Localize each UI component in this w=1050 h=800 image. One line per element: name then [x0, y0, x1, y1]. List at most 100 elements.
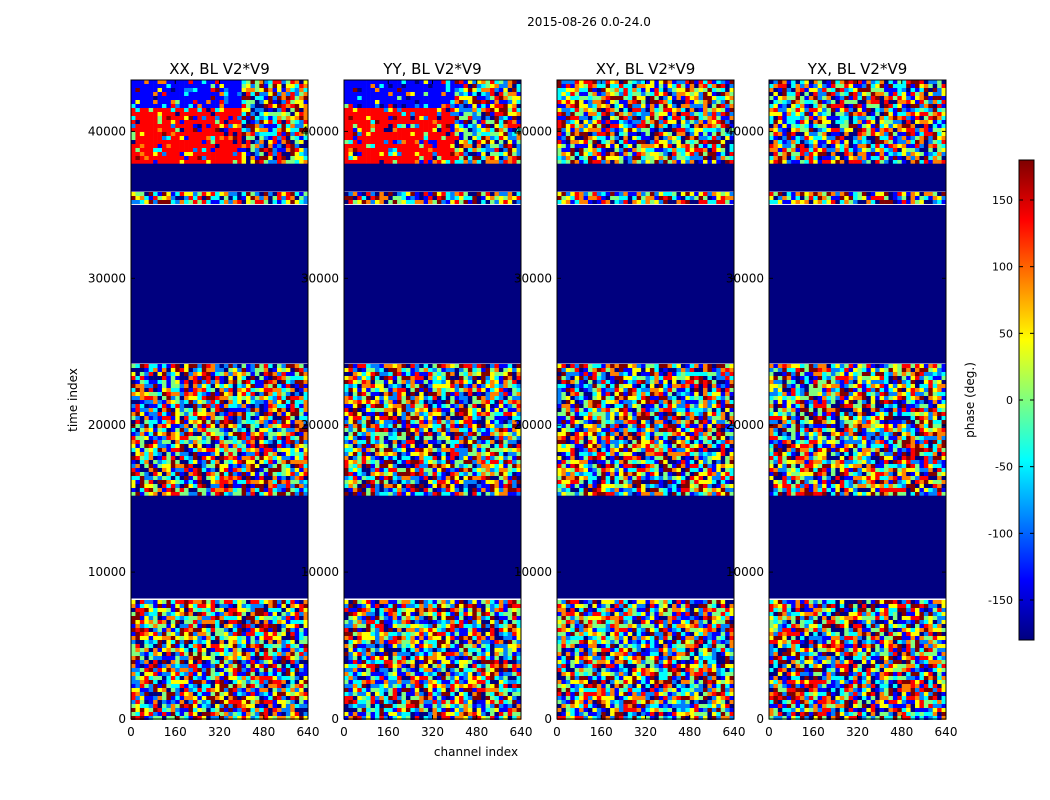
heatmap-cell	[397, 408, 402, 412]
heatmap-cell	[299, 408, 304, 412]
heatmap-cell	[175, 440, 180, 444]
heatmap-cell	[290, 656, 296, 660]
heatmap-cell	[232, 152, 238, 156]
heatmap-cell	[148, 156, 154, 160]
heatmap-cell	[219, 444, 225, 448]
heatmap-cell	[401, 144, 407, 148]
heatmap-cell	[170, 628, 176, 632]
heatmap-cell	[139, 636, 145, 640]
heatmap-cell	[170, 364, 176, 368]
heatmap-cell	[170, 136, 176, 140]
heatmap-cell	[184, 372, 189, 376]
heatmap-cell	[144, 700, 149, 704]
heatmap-cell	[210, 660, 216, 664]
heatmap-cell	[285, 480, 291, 484]
heatmap-cell	[197, 700, 203, 704]
heatmap-cell	[201, 144, 207, 148]
heatmap-cell	[232, 196, 238, 200]
heatmap-cell	[463, 84, 469, 88]
heatmap-cell	[485, 96, 491, 100]
heatmap-cell	[166, 392, 172, 396]
heatmap-cell	[166, 88, 172, 92]
heatmap-cell	[388, 412, 393, 416]
heatmap-cell	[490, 412, 495, 416]
heatmap-cell	[237, 712, 242, 716]
heatmap-cell	[201, 652, 207, 656]
heatmap-cell	[481, 396, 486, 400]
heatmap-cell	[419, 412, 424, 416]
heatmap-cell	[170, 408, 176, 412]
heatmap-cell	[290, 92, 296, 96]
heatmap-cell	[254, 676, 260, 680]
heatmap-cell	[277, 656, 282, 660]
heatmap-cell	[268, 384, 273, 388]
heatmap-cell	[144, 120, 149, 124]
heatmap-cell	[223, 440, 229, 444]
heatmap-cell	[445, 372, 451, 376]
heatmap-cell	[175, 448, 180, 452]
heatmap-cell	[210, 484, 216, 488]
heatmap-cell	[436, 96, 442, 100]
heatmap-cell	[246, 480, 251, 484]
heatmap-cell	[201, 124, 207, 128]
x-tick-label: 480	[252, 725, 275, 739]
heatmap-cell	[206, 668, 211, 672]
heatmap-cell	[463, 100, 469, 104]
heatmap-cell	[294, 100, 300, 104]
heatmap-cell	[405, 388, 411, 392]
heatmap-cell	[184, 80, 189, 84]
heatmap-cell	[215, 704, 220, 708]
heatmap-cell	[303, 88, 309, 92]
heatmap-cell	[414, 160, 420, 164]
heatmap-cell	[419, 396, 424, 400]
heatmap-cell	[148, 484, 154, 488]
heatmap-cell	[467, 144, 473, 148]
heatmap-cell	[374, 412, 380, 416]
heatmap-cell	[259, 396, 265, 400]
heatmap-cell	[392, 412, 398, 416]
heatmap-cell	[223, 160, 229, 164]
heatmap-cell	[184, 428, 189, 432]
heatmap-cell	[161, 112, 167, 116]
heatmap-cell	[228, 660, 234, 664]
heatmap-cell	[281, 484, 287, 488]
heatmap-cell	[206, 116, 211, 120]
heatmap-cell	[428, 80, 433, 84]
heatmap-cell	[441, 144, 447, 148]
heatmap-cell	[197, 112, 203, 116]
heatmap-cell	[348, 144, 354, 148]
heatmap-cell	[281, 624, 287, 628]
panels: XX, BL V2*V90 160 320 480 640010000200003000…	[88, 60, 958, 739]
heatmap-cell	[414, 148, 420, 152]
heatmap-cell	[290, 368, 296, 372]
heatmap-cell	[166, 108, 172, 112]
heatmap-cell	[170, 120, 176, 124]
heatmap-cell	[192, 648, 198, 652]
heatmap-cell	[131, 88, 136, 92]
heatmap-cell	[272, 632, 278, 636]
heatmap-cell	[290, 160, 296, 164]
heatmap-cell	[281, 136, 287, 140]
heatmap-cell	[485, 160, 491, 164]
heatmap-cell	[445, 140, 451, 144]
heatmap-cell	[259, 420, 265, 424]
heatmap-cell	[135, 124, 141, 128]
heatmap-cell	[237, 120, 242, 124]
heatmap-cell	[254, 700, 260, 704]
heatmap-cell	[379, 120, 385, 124]
heatmap-cell	[170, 404, 176, 408]
heatmap-cell	[201, 416, 207, 420]
heatmap-cell	[432, 400, 438, 404]
heatmap-cell	[268, 432, 273, 436]
heatmap-cell	[344, 88, 349, 92]
heatmap-cell	[281, 396, 287, 400]
heatmap-cell	[184, 436, 189, 440]
heatmap-cell	[139, 668, 145, 672]
heatmap-cell	[379, 100, 385, 104]
heatmap-cell	[285, 664, 291, 668]
heatmap-cell	[263, 136, 269, 140]
heatmap-cell	[148, 492, 154, 496]
heatmap-cell	[210, 684, 216, 688]
heatmap-cell	[153, 408, 158, 412]
heatmap-cell	[490, 160, 495, 164]
